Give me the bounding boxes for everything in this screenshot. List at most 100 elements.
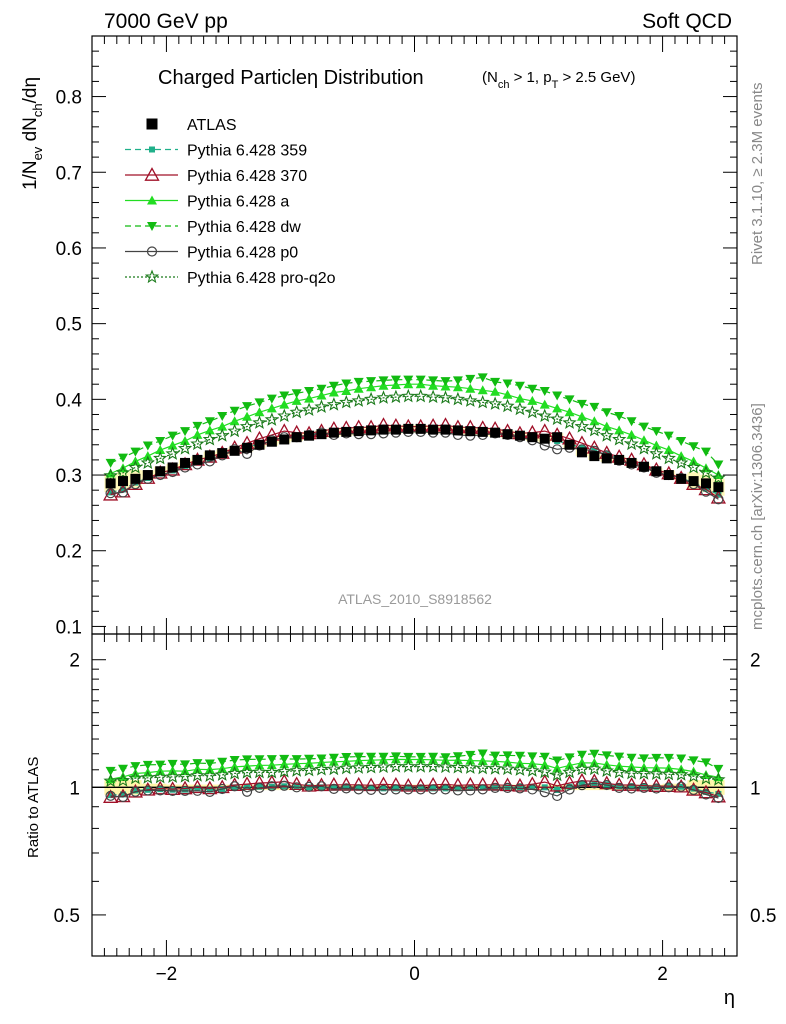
data-point — [475, 394, 490, 409]
ratio-point — [252, 764, 267, 779]
data-point — [316, 390, 327, 400]
ratio-point — [130, 786, 141, 797]
data-point — [539, 433, 550, 444]
title-cuts-rest: > 2.5 GeV) — [558, 69, 635, 86]
data-point — [115, 465, 131, 479]
ratio-series-pythia-6-428-pro-q2o — [103, 759, 726, 788]
ratio-point — [314, 762, 329, 776]
data-point — [142, 441, 153, 451]
data-point — [363, 391, 379, 406]
y-tick-label: 0.8 — [56, 88, 82, 109]
data-point — [328, 427, 339, 438]
data-point — [366, 425, 377, 436]
data-point — [103, 486, 119, 501]
data-point — [587, 422, 602, 437]
data-point — [552, 444, 563, 455]
series-pythia-6-428-pro-q2o — [103, 388, 726, 485]
data-point — [341, 426, 352, 437]
data-point — [401, 388, 416, 403]
data-point — [304, 430, 315, 441]
ratio-y-tick-label: 1 — [69, 778, 80, 799]
data-point — [279, 434, 290, 445]
legend-label: Pythia 6.428 370 — [187, 168, 307, 185]
ratio-point — [676, 781, 687, 792]
title-cuts-mid: > 1, p — [509, 69, 551, 86]
data-point — [688, 476, 699, 487]
ratio-line — [110, 766, 719, 782]
ratio-point — [239, 765, 255, 779]
ratio-point — [562, 764, 577, 779]
ratio-point — [614, 752, 625, 762]
ratio-point — [539, 759, 550, 769]
ratio-panel: 0.5 0.5 1 1 2 2 −2 0 2 Ratio to ATLAS η — [25, 633, 776, 1009]
ratio-point — [525, 763, 540, 777]
ratio-point — [326, 761, 342, 776]
ratio-point — [502, 782, 513, 793]
ylabel-ch: ch — [30, 103, 45, 117]
data-point — [142, 470, 153, 481]
ratio-point — [153, 769, 168, 784]
ratio-y-tick-label-right: 1 — [750, 778, 761, 799]
ratio-point — [623, 777, 640, 791]
title-cuts-n-sub: ch — [498, 79, 510, 91]
ratio-point — [713, 792, 724, 804]
ratio-point — [438, 759, 453, 774]
main-panel: 0.1 0.2 0.3 0.4 0.5 0.6 0.7 0.8 Charged Particl… — [20, 35, 738, 638]
data-point — [229, 445, 240, 456]
data-point — [614, 454, 625, 465]
ratio-point — [502, 757, 513, 767]
data-point — [490, 377, 501, 387]
ratio-point — [442, 785, 449, 792]
data-point — [465, 383, 476, 393]
ratio-point — [463, 760, 478, 774]
ratio-point — [452, 785, 464, 796]
ratio-point — [130, 762, 141, 772]
ratio-point — [229, 756, 240, 766]
ratio-point — [465, 755, 476, 765]
ratio-point — [537, 764, 552, 779]
data-point — [105, 468, 116, 478]
data-point — [490, 427, 501, 438]
data-point — [440, 424, 451, 435]
ratio-point — [400, 777, 416, 792]
ratio-point — [318, 784, 325, 791]
ratio-point — [564, 753, 575, 763]
ratio-point — [118, 764, 129, 774]
data-point — [638, 435, 649, 445]
data-point — [326, 397, 342, 411]
ratio-point — [713, 772, 724, 782]
data-point — [500, 398, 515, 413]
data-point — [552, 391, 563, 401]
ratio-point — [132, 787, 139, 794]
ratio-point — [256, 783, 263, 790]
data-point — [366, 382, 377, 392]
ratio-point — [576, 780, 588, 791]
ratio-point — [452, 752, 463, 762]
ratio-point — [711, 772, 726, 786]
ratio-point — [514, 751, 525, 761]
header-energy-label: 7000 GeV pp — [104, 10, 228, 33]
data-point — [527, 432, 538, 443]
data-point — [128, 459, 143, 474]
data-point — [661, 450, 676, 465]
data-point — [239, 419, 255, 433]
data-point — [328, 387, 339, 397]
ratio-point — [512, 762, 528, 776]
ratio-point — [552, 790, 563, 802]
data-point — [118, 476, 129, 487]
ratio-point — [330, 784, 337, 791]
data-point — [155, 466, 166, 477]
ratio-point — [640, 783, 647, 790]
ratio-point — [266, 755, 277, 765]
ratio-point — [206, 786, 213, 793]
legend-label: Pythia 6.428 p0 — [187, 245, 298, 262]
ratio-point — [380, 785, 387, 792]
data-point — [378, 376, 389, 386]
data-point — [527, 395, 538, 405]
ratio-point — [353, 752, 364, 762]
ratio-point — [415, 752, 426, 762]
data-point — [105, 488, 116, 499]
data-point — [252, 415, 267, 429]
ratio-point — [217, 757, 228, 767]
